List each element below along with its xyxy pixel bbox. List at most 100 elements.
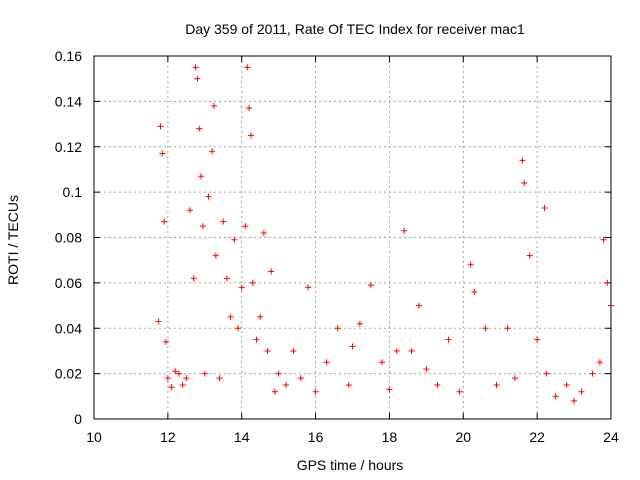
- data-point: [275, 370, 282, 377]
- x-tick-label: 22: [529, 429, 545, 445]
- data-point: [242, 223, 249, 230]
- x-tick-label: 24: [603, 429, 619, 445]
- data-point: [196, 125, 203, 132]
- data-point: [161, 218, 168, 225]
- x-tick-label: 14: [234, 429, 250, 445]
- data-point: [312, 388, 319, 395]
- data-point: [235, 325, 242, 332]
- data-point: [198, 173, 205, 180]
- x-tick-label: 10: [86, 429, 102, 445]
- data-point: [264, 347, 271, 354]
- data-point: [345, 381, 352, 388]
- data-point: [157, 123, 164, 130]
- data-point: [393, 347, 400, 354]
- data-point: [179, 381, 186, 388]
- y-tick-label: 0.08: [55, 230, 82, 246]
- data-point: [305, 284, 312, 291]
- chart-title: Day 359 of 2011, Rate Of TEC Index for r…: [185, 21, 525, 37]
- data-point: [415, 302, 422, 309]
- x-tick-label: 12: [160, 429, 176, 445]
- data-point: [159, 150, 166, 157]
- data-point: [209, 148, 216, 155]
- data-point: [257, 313, 264, 320]
- data-point: [552, 393, 559, 400]
- data-point: [526, 252, 533, 259]
- data-point: [246, 105, 253, 112]
- data-point: [386, 386, 393, 393]
- y-tick-label: 0.06: [55, 275, 82, 291]
- data-point: [227, 313, 234, 320]
- data-point: [456, 388, 463, 395]
- data-point: [482, 325, 489, 332]
- data-point: [596, 359, 603, 366]
- y-tick-label: 0.02: [55, 366, 82, 382]
- y-axis-label: ROTI / TECUs: [5, 195, 21, 285]
- y-tick-label: 0.1: [63, 184, 83, 200]
- data-point: [290, 347, 297, 354]
- data-point: [260, 229, 267, 236]
- data-point: [367, 282, 374, 289]
- x-tick-label: 20: [455, 429, 471, 445]
- data-point: [199, 223, 206, 230]
- x-axis-label: GPS time / hours: [297, 457, 404, 473]
- data-point: [297, 375, 304, 382]
- grid: [94, 56, 611, 419]
- data-point: [194, 75, 201, 82]
- x-tick-labels: 10 12 14 16 18 20 22 24: [86, 429, 619, 445]
- data-point: [471, 288, 478, 295]
- data-point: [223, 275, 230, 282]
- data-point: [231, 236, 238, 243]
- plot-frame: [93, 55, 612, 420]
- y-tick-labels: 0 0.02 0.04 0.06 0.08 0.1 0.12 0.14 0.16: [55, 48, 82, 427]
- data-point: [201, 370, 208, 377]
- data-point: [172, 368, 179, 375]
- data-point: [220, 218, 227, 225]
- data-point: [408, 347, 415, 354]
- data-point: [212, 252, 219, 259]
- y-tick-label: 0: [74, 411, 82, 427]
- data-point: [163, 338, 170, 345]
- y-tick-label: 0.04: [55, 320, 82, 336]
- data-point: [253, 336, 260, 343]
- data-point: [493, 381, 500, 388]
- data-point: [175, 370, 182, 377]
- data-point: [238, 284, 245, 291]
- data-point: [578, 388, 585, 395]
- data-point: [541, 205, 548, 212]
- data-point: [600, 236, 607, 243]
- data-point: [247, 132, 254, 139]
- data-point: [334, 325, 341, 332]
- data-point: [164, 375, 171, 382]
- x-tick-label: 18: [382, 429, 398, 445]
- data-point: [187, 207, 194, 214]
- data-point: [521, 180, 528, 187]
- data-point: [183, 375, 190, 382]
- data-point: [205, 193, 212, 200]
- ticks: [93, 55, 612, 420]
- data-point: [401, 227, 408, 234]
- data-point: [244, 64, 251, 71]
- data-point: [323, 359, 330, 366]
- data-point: [534, 336, 541, 343]
- data-point: [445, 336, 452, 343]
- data-point: [155, 318, 162, 325]
- data-point: [379, 359, 386, 366]
- y-tick-label: 0.12: [55, 139, 82, 155]
- data-point: [511, 375, 518, 382]
- data-point: [356, 320, 363, 327]
- data-point: [589, 370, 596, 377]
- data-point: [543, 370, 550, 377]
- x-tick-label: 16: [308, 429, 324, 445]
- data-point: [604, 279, 611, 286]
- data-point: [192, 64, 199, 71]
- data-point: [519, 157, 526, 164]
- y-tick-label: 0.14: [55, 93, 82, 109]
- data-point: [434, 381, 441, 388]
- data-point: [423, 366, 430, 373]
- data-point: [216, 375, 223, 382]
- y-tick-label: 0.16: [55, 48, 82, 64]
- data-points: [155, 64, 614, 404]
- data-point: [467, 261, 474, 268]
- data-point: [168, 384, 175, 391]
